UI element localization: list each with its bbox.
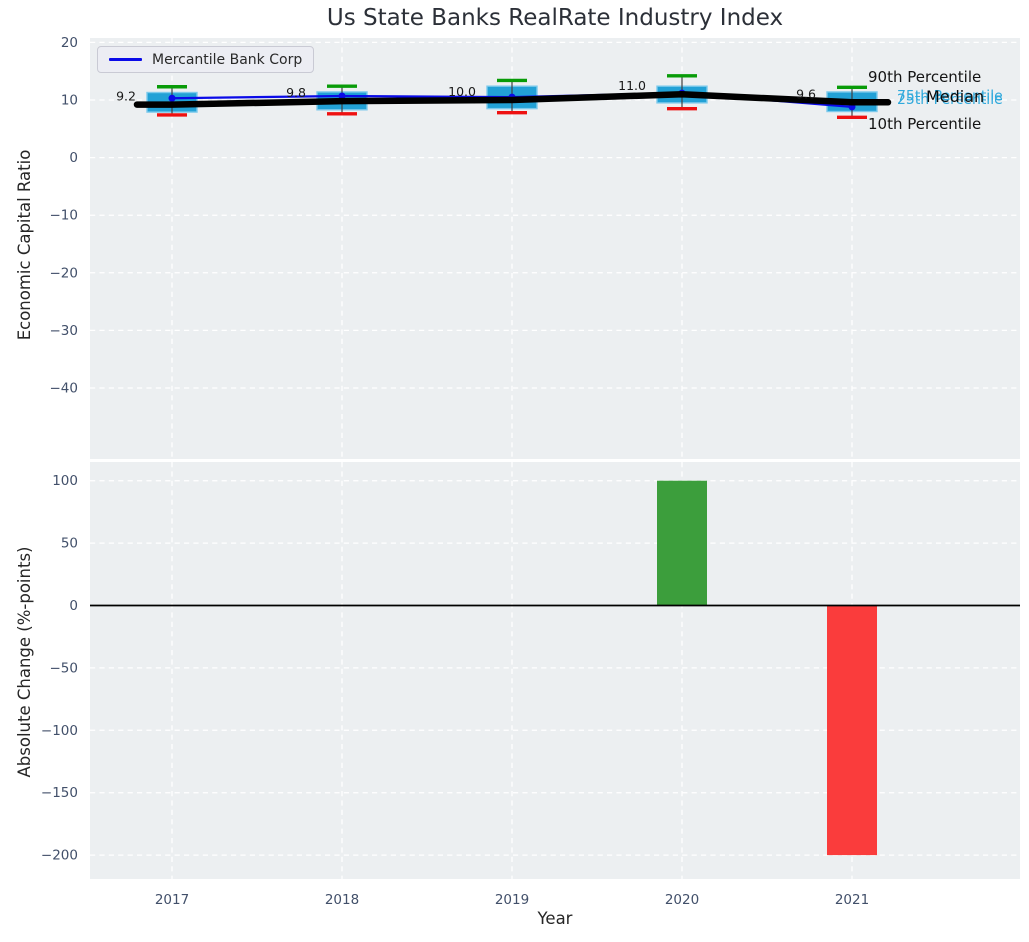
- legend-line-sample: [109, 58, 142, 61]
- annotation-median: Median: [926, 87, 984, 106]
- chart-title: Us State Banks RealRate Industry Index: [326, 5, 784, 31]
- bar-negative: [827, 605, 877, 856]
- bottom-panel-background: [90, 462, 1020, 879]
- top-y-tick-label: −10: [50, 208, 79, 224]
- top-y-tick-label: 0: [69, 150, 78, 166]
- top-y-tick-label: −20: [50, 265, 79, 281]
- x-axis-label: Year: [537, 909, 573, 928]
- median-value-label: 9.2: [116, 89, 136, 104]
- median-value-label: 11.0: [618, 78, 646, 93]
- bottom-y-axis-label: Absolute Change (%-points): [15, 546, 34, 778]
- annotation-75th-percentile: 75th Percentile: [897, 89, 1003, 105]
- bottom-y-tick-label: 0: [69, 598, 78, 614]
- top-y-axis-label: Economic Capital Ratio: [15, 149, 34, 341]
- median-value-label: 10.0: [448, 84, 476, 99]
- median-value-label: 9.8: [286, 85, 306, 100]
- top-y-tick-label: −40: [50, 381, 79, 397]
- company-marker: [168, 94, 176, 102]
- x-tick-label: 2020: [665, 892, 699, 908]
- top-y-tick-label: −30: [50, 323, 79, 339]
- bottom-y-tick-label: 50: [61, 536, 78, 552]
- bar-positive: [657, 480, 707, 606]
- top-y-tick-label: 10: [61, 93, 78, 109]
- median-value-label: 9.6: [796, 86, 816, 101]
- median-line: [133, 90, 892, 108]
- bottom-y-tick-label: −50: [50, 660, 79, 676]
- x-tick-label: 2017: [155, 892, 189, 908]
- annotation-25th-percentile: 25th Percentile: [897, 92, 1003, 108]
- x-tick-label: 2019: [495, 892, 529, 908]
- x-tick-label: 2021: [835, 892, 869, 908]
- company-marker: [338, 92, 346, 100]
- bottom-y-tick-label: −100: [41, 723, 78, 739]
- x-tick-label: 2018: [325, 892, 359, 908]
- legend-label: Mercantile Bank Corp: [152, 51, 303, 68]
- annotation-10th-percentile: 10th Percentile: [868, 115, 981, 133]
- legend: Mercantile Bank Corp: [97, 46, 315, 73]
- bottom-y-tick-label: −200: [41, 848, 78, 864]
- bottom-y-tick-label: −150: [41, 785, 78, 801]
- annotation-90th-percentile: 90th Percentile: [868, 68, 981, 86]
- top-y-tick-label: 20: [61, 35, 78, 51]
- bottom-y-tick-label: 100: [52, 473, 78, 489]
